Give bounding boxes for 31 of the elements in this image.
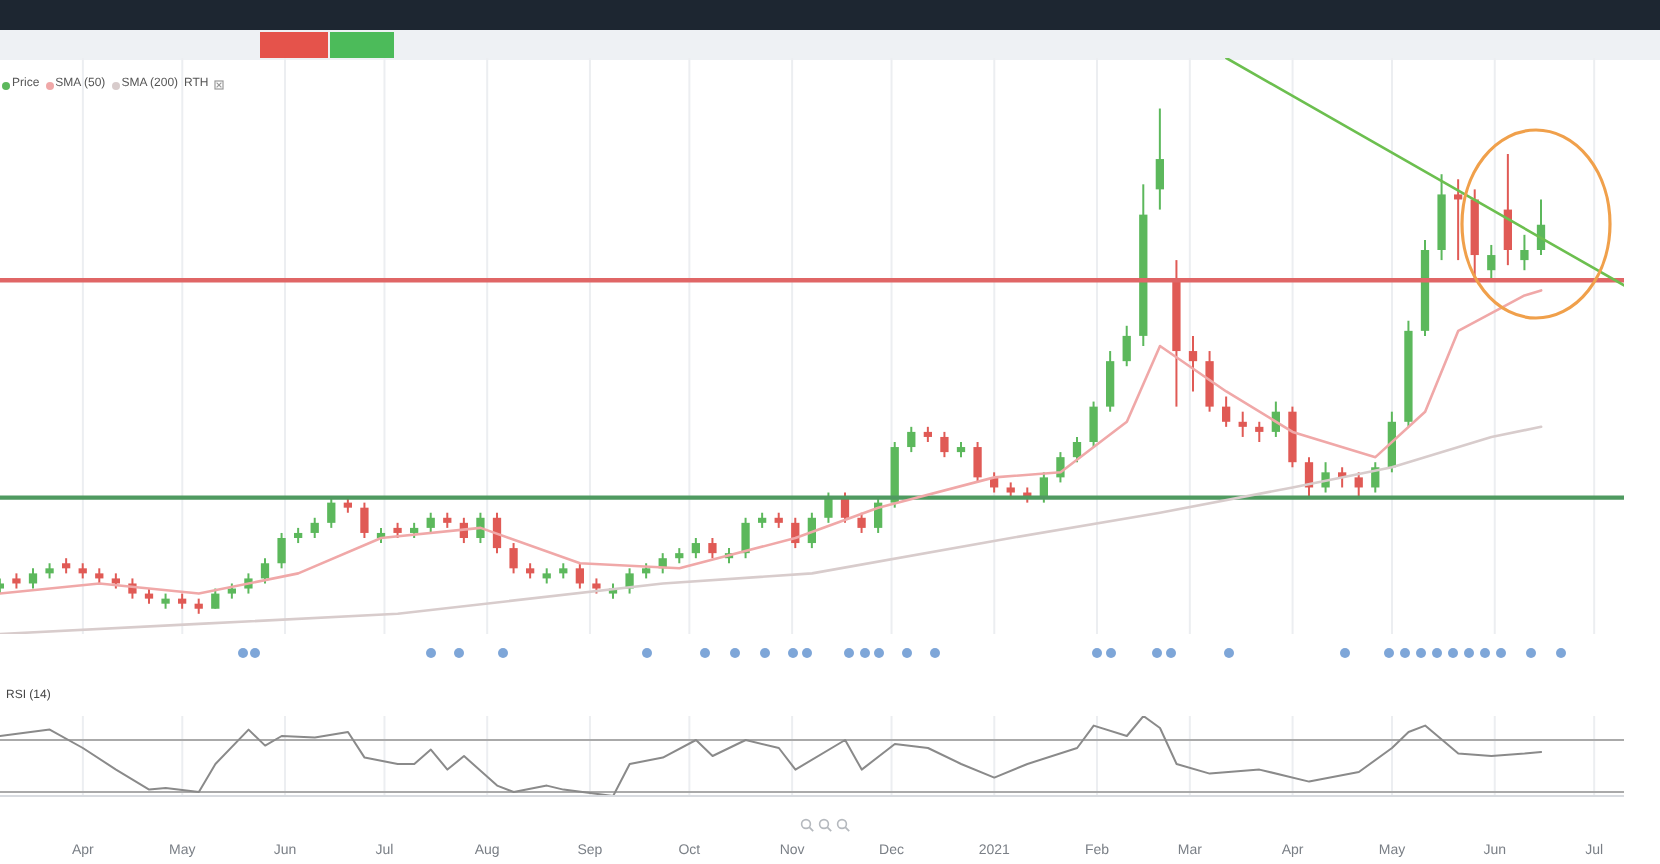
candlestick <box>277 531 286 570</box>
candlestick <box>973 441 982 484</box>
candlestick <box>1106 350 1115 413</box>
candlestick <box>476 511 485 545</box>
candlestick <box>575 562 584 590</box>
candlestick <box>28 567 38 590</box>
candlestick <box>310 516 319 539</box>
candlestick <box>857 511 866 534</box>
candlestick <box>360 501 369 539</box>
candlestick <box>1122 324 1131 368</box>
candlestick <box>509 542 518 575</box>
candlestick <box>1188 334 1198 393</box>
candlestick <box>327 496 336 529</box>
candlestick <box>1520 233 1529 272</box>
candlestick <box>940 430 949 459</box>
candlestick <box>907 425 916 454</box>
candlestick <box>708 537 717 560</box>
candlestick <box>691 537 700 560</box>
candlestick <box>1454 178 1463 262</box>
candlestick <box>1155 107 1164 211</box>
candlestick <box>1205 350 1214 413</box>
candlestick <box>426 511 435 534</box>
candlestick <box>1072 435 1082 464</box>
candlestick <box>1238 410 1247 438</box>
candlestick <box>1255 420 1264 443</box>
candlestick <box>741 516 750 560</box>
candlestick <box>1354 471 1363 499</box>
candlestick <box>1222 395 1231 428</box>
candlestick <box>1089 400 1098 449</box>
candlestick <box>1487 243 1496 282</box>
candlestick <box>260 557 270 585</box>
